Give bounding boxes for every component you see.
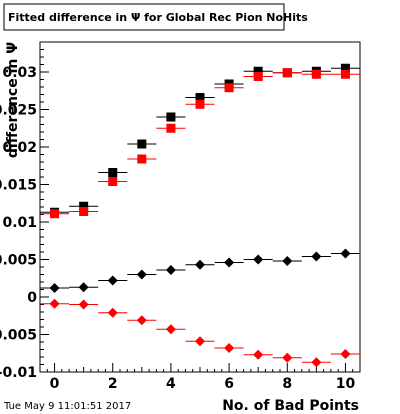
data-point-diamond: [195, 259, 205, 270]
data-point-diamond: [136, 315, 147, 326]
data-point-square: [282, 68, 292, 78]
data-point-square: [340, 69, 350, 79]
x-tick-label: 0: [50, 376, 60, 392]
data-point-diamond: [107, 307, 118, 318]
series-1: [40, 68, 360, 219]
y-tick-label: 0.005: [0, 253, 37, 269]
data-point-diamond: [340, 349, 351, 359]
x-tick-label: 8: [282, 376, 292, 392]
data-point-diamond: [107, 275, 118, 286]
marks-group: [40, 63, 360, 368]
data-point-diamond: [311, 251, 322, 262]
data-point-square: [108, 177, 118, 186]
data-point-diamond: [224, 257, 235, 268]
data-point-diamond: [78, 282, 89, 293]
data-point-diamond: [136, 269, 147, 280]
data-point-square: [108, 168, 118, 177]
data-point-square: [195, 99, 205, 109]
data-point-square: [224, 83, 234, 93]
y-tick-label: 0.025: [0, 103, 37, 119]
chart-title: Fitted difference in Ψ for Global Rec Pi…: [8, 11, 308, 24]
data-point-square: [166, 123, 176, 133]
axes-group: 0 2 4 6 8 10 -0.01 -0.005 0 0.005 0.01 0.015 0.02 0.0…: [0, 41, 361, 392]
data-point-diamond: [49, 283, 60, 293]
data-point-diamond: [253, 349, 264, 360]
y-tick-label: -0.005: [0, 328, 37, 344]
data-point-diamond: [224, 343, 235, 353]
data-point-square: [253, 66, 263, 76]
data-point-diamond: [311, 357, 322, 368]
title-box: [3, 3, 285, 31]
x-tick-label: 6: [224, 376, 234, 392]
data-point-square: [253, 72, 263, 81]
y-tick-label: 0.03: [2, 65, 37, 81]
data-point-square: [166, 112, 176, 122]
x-tick-label: 4: [166, 376, 176, 392]
data-point-square: [340, 63, 350, 73]
x-axis-label: No. of Bad Points: [222, 398, 359, 414]
series-3: [40, 298, 360, 368]
series-2: [40, 248, 360, 293]
data-point-square: [137, 154, 147, 164]
y-axis-label: difference in Ψ: [5, 42, 21, 158]
y-tick-label: 0: [27, 290, 37, 306]
data-point-diamond: [340, 248, 351, 259]
timestamp-label: Tue May 9 11:01:51 2017: [3, 401, 131, 412]
data-point-diamond: [282, 256, 293, 266]
data-point-diamond: [165, 324, 176, 335]
y-tick-label: 0.015: [0, 178, 37, 194]
data-point-square: [137, 139, 147, 149]
data-point-square: [195, 93, 205, 102]
data-point-diamond: [165, 265, 176, 275]
x-tick-label: 2: [108, 376, 118, 392]
data-point-square: [79, 201, 89, 211]
data-point-diamond: [253, 254, 264, 265]
y-tick-label: 0.02: [2, 140, 37, 156]
data-point-diamond: [78, 299, 89, 310]
data-point-diamond: [49, 298, 60, 309]
series-0: [40, 63, 360, 217]
data-point-square: [50, 209, 60, 219]
data-point-diamond: [195, 336, 205, 347]
y-tick-label: 0.01: [2, 215, 37, 231]
data-point-square: [311, 69, 321, 79]
x-tick-label: 10: [336, 376, 356, 392]
data-point-diamond: [282, 352, 293, 363]
y-tick-label: -0.01: [0, 365, 37, 381]
data-point-square: [79, 207, 89, 216]
